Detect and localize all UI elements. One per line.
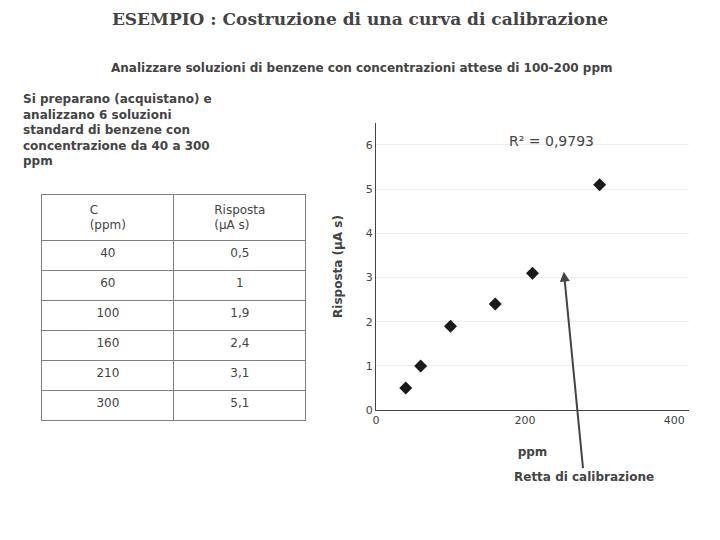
svg-text:300: 300 <box>96 396 119 410</box>
svg-text:0: 0 <box>372 414 379 427</box>
svg-text:Risposta(μA s): Risposta(μA s) <box>214 203 265 233</box>
svg-text:R² = 0,9793: R² = 0,9793 <box>509 133 594 149</box>
svg-text:5,1: 5,1 <box>230 396 249 410</box>
svg-text:Risposta (μA s): Risposta (μA s) <box>331 215 345 318</box>
svg-text:400: 400 <box>664 414 685 427</box>
svg-text:100: 100 <box>96 306 119 320</box>
svg-text:C(ppm): C(ppm) <box>90 203 126 233</box>
svg-text:4: 4 <box>366 227 373 240</box>
svg-text:1,9: 1,9 <box>230 306 249 320</box>
svg-text:Analizzare soluzioni di benzen: Analizzare soluzioni di benzene con conc… <box>111 61 613 75</box>
svg-text:ppm: ppm <box>518 445 548 459</box>
svg-text:6: 6 <box>366 139 373 152</box>
svg-text:1: 1 <box>366 360 373 373</box>
svg-text:ESEMPIO : Costruzione di una c: ESEMPIO : Costruzione di una curva di ca… <box>112 9 608 29</box>
svg-text:2: 2 <box>366 316 373 329</box>
svg-text:40: 40 <box>100 246 115 260</box>
svg-text:Si preparano (acquistano) eana: Si preparano (acquistano) eanalizzano 6 … <box>23 92 212 168</box>
svg-text:5: 5 <box>366 183 373 196</box>
svg-text:60: 60 <box>100 276 115 290</box>
svg-text:160: 160 <box>96 336 119 350</box>
svg-text:0,5: 0,5 <box>230 246 249 260</box>
svg-text:2,4: 2,4 <box>230 336 249 350</box>
svg-text:3: 3 <box>366 271 373 284</box>
svg-text:210: 210 <box>96 366 119 380</box>
svg-text:3,1: 3,1 <box>230 366 249 380</box>
svg-text:1: 1 <box>236 276 244 290</box>
svg-text:Retta di calibrazione: Retta di calibrazione <box>514 470 654 484</box>
svg-text:200: 200 <box>515 414 536 427</box>
svg-text:0: 0 <box>366 404 373 417</box>
